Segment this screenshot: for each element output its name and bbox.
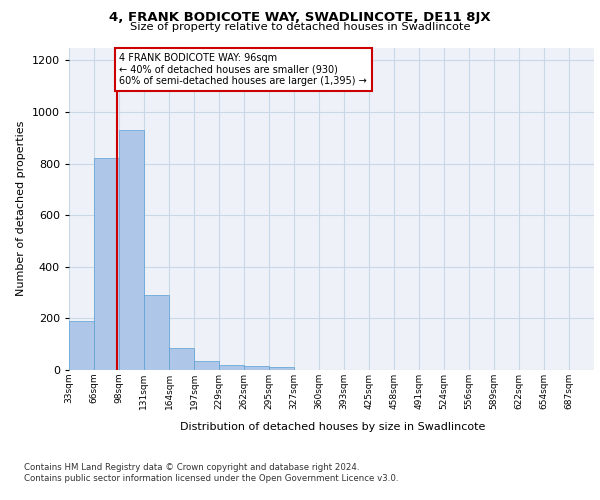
Y-axis label: Number of detached properties: Number of detached properties [16,121,26,296]
Bar [119,130,144,370]
Bar [94,158,119,370]
Text: 4, FRANK BODICOTE WAY, SWADLINCOTE, DE11 8JX: 4, FRANK BODICOTE WAY, SWADLINCOTE, DE11… [109,12,491,24]
Bar [194,361,219,370]
Bar [269,368,293,370]
Text: Contains public sector information licensed under the Open Government Licence v3: Contains public sector information licen… [24,474,398,483]
Bar [69,321,94,370]
Text: Contains HM Land Registry data © Crown copyright and database right 2024.: Contains HM Land Registry data © Crown c… [24,462,359,471]
Bar [169,348,194,370]
Text: Size of property relative to detached houses in Swadlincote: Size of property relative to detached ho… [130,22,470,32]
Bar [144,295,169,370]
Text: Distribution of detached houses by size in Swadlincote: Distribution of detached houses by size … [181,422,485,432]
Bar [244,366,269,370]
Text: 4 FRANK BODICOTE WAY: 96sqm
← 40% of detached houses are smaller (930)
60% of se: 4 FRANK BODICOTE WAY: 96sqm ← 40% of det… [119,52,367,86]
Bar [219,365,244,370]
